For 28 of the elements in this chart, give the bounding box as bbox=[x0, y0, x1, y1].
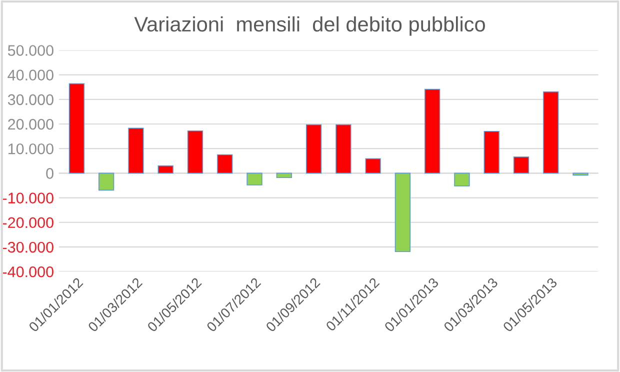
y-tick-label: 30.000 bbox=[8, 94, 54, 106]
y-tick-label: 20.000 bbox=[8, 118, 54, 130]
bar bbox=[424, 88, 440, 174]
y-tick-label: -30.000 bbox=[2, 242, 54, 253]
bar bbox=[336, 124, 352, 174]
bar bbox=[128, 128, 144, 174]
bar bbox=[454, 172, 470, 186]
bar bbox=[306, 124, 322, 174]
y-tick-label: 0 bbox=[46, 168, 54, 179]
bar bbox=[158, 165, 174, 174]
y-tick-label: 10.000 bbox=[8, 143, 54, 154]
bar bbox=[394, 172, 411, 252]
bar bbox=[365, 158, 381, 174]
bar bbox=[187, 130, 204, 174]
y-tick-label: 40.000 bbox=[8, 70, 54, 80]
bar bbox=[68, 83, 85, 174]
bar bbox=[217, 154, 233, 174]
bar bbox=[484, 130, 500, 174]
y-tick-label: -40.000 bbox=[2, 266, 54, 278]
bar bbox=[543, 91, 559, 174]
bar bbox=[98, 172, 114, 191]
y-tick-label: 50.000 bbox=[8, 45, 54, 56]
chart-title: Variazioni mensili del debito pubblico bbox=[134, 16, 485, 36]
bar bbox=[276, 172, 292, 178]
bar bbox=[513, 156, 530, 174]
y-tick-label: -20.000 bbox=[2, 217, 54, 228]
bar bbox=[246, 172, 262, 186]
y-tick-label: -10.000 bbox=[2, 192, 54, 204]
